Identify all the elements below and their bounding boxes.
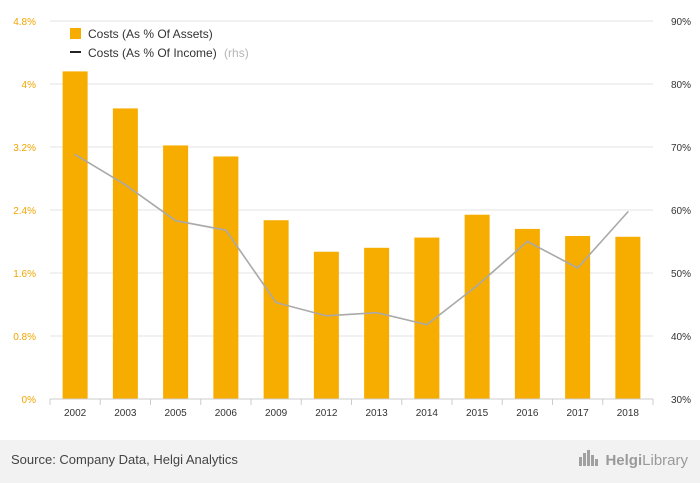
line-point-2002 <box>74 153 76 156</box>
x-axis-tick-label: 2009 <box>265 408 288 419</box>
line-point-2016 <box>526 240 529 243</box>
grid <box>50 20 653 400</box>
bar-2003 <box>112 108 138 399</box>
x-axis-tick-label: 2014 <box>416 408 439 419</box>
legend-line-label: Costs (As % Of Income) <box>88 46 217 60</box>
left-axis-tick-label: 1.6% <box>13 269 36 280</box>
footer: Source: Company Data, Helgi Analytics He… <box>0 440 700 483</box>
right-axis-tick-label: 50% <box>671 269 691 280</box>
line-point-2005 <box>174 219 177 222</box>
right-axis-tick-label: 70% <box>671 143 691 154</box>
x-axis-tick-label: 2002 <box>64 408 87 419</box>
legend-bar-label: Costs (As % Of Assets) <box>88 27 213 41</box>
legend-bar-swatch <box>70 28 81 39</box>
left-axis-tick-label: 3.2% <box>13 143 36 154</box>
axes: 0% 30% 0.8% 40% 1.6% 50% 2.4% 60% 3.2% 70% 4% 80% 4.… <box>13 17 691 419</box>
x-axis-tick-label: 2003 <box>114 408 137 419</box>
x-axis-tick-label: 2006 <box>215 408 238 419</box>
bar-2015 <box>464 214 490 399</box>
x-axis-tick-label: 2017 <box>567 408 590 419</box>
x-axis-tick-label: 2013 <box>366 408 389 419</box>
right-axis-tick-label: 40% <box>671 332 691 343</box>
x-axis-tick-label: 2016 <box>516 408 539 419</box>
line-series <box>74 153 629 326</box>
x-axis-tick-label: 2015 <box>466 408 489 419</box>
bar-2013 <box>364 247 390 399</box>
costs-income-line <box>74 153 629 326</box>
brand-text: HelgiLibrary <box>605 452 688 469</box>
line-point-2018 <box>627 211 629 213</box>
bar-2012 <box>313 251 339 399</box>
left-axis-tick-label: 0% <box>22 395 37 406</box>
right-axis-tick-label: 60% <box>671 206 691 217</box>
bar-2006 <box>213 156 239 399</box>
line-point-2009 <box>275 301 277 304</box>
bar-2016 <box>514 228 540 399</box>
legend-line-swatch <box>70 51 81 53</box>
bar-2009 <box>263 220 289 399</box>
left-axis-tick-label: 0.8% <box>13 332 36 343</box>
left-axis-tick-label: 4.8% <box>13 17 36 28</box>
x-axis-tick-label: 2012 <box>315 408 338 419</box>
source-text: Source: Company Data, Helgi Analytics <box>11 452 238 467</box>
x-axis-tick-label: 2018 <box>617 408 640 419</box>
right-axis-tick-label: 90% <box>671 17 691 28</box>
legend-line-label-group: Costs (As % Of Income) (rhs) <box>88 46 249 60</box>
legend-line-axis-note: (rhs) <box>224 46 249 60</box>
brand-part-1: Helgi <box>605 451 643 469</box>
bar-2018 <box>615 236 641 399</box>
left-axis-tick-label: 4% <box>22 80 37 91</box>
line-point-2006 <box>225 229 227 231</box>
chart: 0% 30% 0.8% 40% 1.6% 50% 2.4% 60% 3.2% 70% 4% 80% 4.… <box>13 17 692 419</box>
line-point-2003 <box>124 184 127 186</box>
line-point-2015 <box>476 284 478 287</box>
chart-svg: 0% 30% 0.8% 40% 1.6% 50% 2.4% 60% 3.2% 70% 4% 80% 4.… <box>13 17 691 419</box>
right-axis-tick-label: 80% <box>671 80 691 91</box>
bar-2005 <box>163 145 189 399</box>
line-point-2017 <box>576 267 579 269</box>
city-skyline-icon <box>578 449 600 471</box>
right-axis-tick-label: 30% <box>671 395 691 406</box>
line-point-2013 <box>375 311 378 314</box>
line-point-2014 <box>426 323 428 326</box>
helgi-library-logo[interactable]: HelgiLibrary <box>578 449 688 471</box>
brand-part-2: Library <box>642 451 688 469</box>
bar-2002 <box>62 71 88 400</box>
legend: Costs (As % Of Assets) Costs (As % Of In… <box>70 27 249 60</box>
x-axis-tick-label: 2005 <box>165 408 188 419</box>
bar-2017 <box>565 235 591 399</box>
bar-series <box>62 71 641 400</box>
left-axis-tick-label: 2.4% <box>13 206 36 217</box>
line-point-2012 <box>325 315 328 317</box>
